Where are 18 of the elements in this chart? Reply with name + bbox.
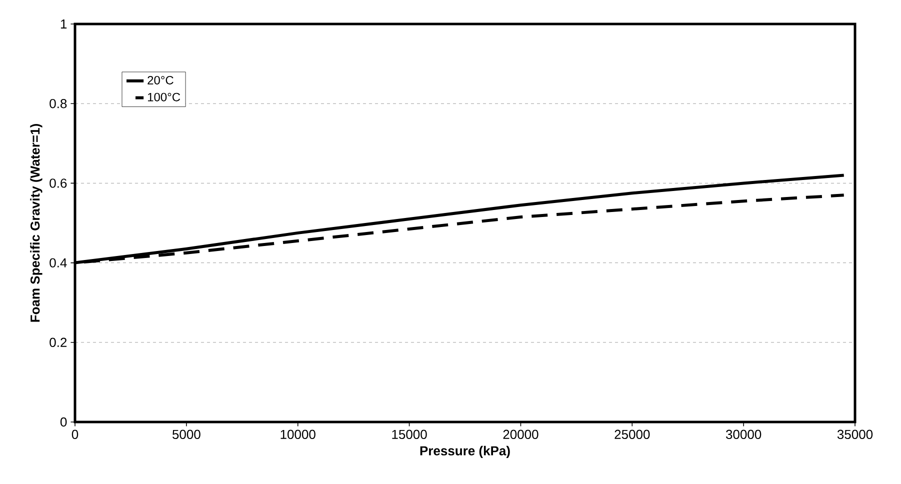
x-tick-label: 0 — [72, 430, 78, 440]
x-tick-label: 30000 — [726, 430, 762, 440]
legend-label: 100°C — [148, 92, 180, 102]
x-tick-label: 20000 — [503, 430, 538, 440]
x-tick-label: 15000 — [392, 430, 427, 440]
x-tick-label: 35000 — [837, 430, 873, 440]
y-tick-label: 0.2 — [50, 338, 67, 347]
y-tick-label: 0.6 — [50, 178, 67, 188]
y-tick-label: 0.4 — [50, 258, 67, 268]
y-tick-label: 0.8 — [50, 98, 67, 108]
x-axis-title: Pressure (kPa) — [420, 446, 510, 458]
legend-label: 20°C — [148, 76, 174, 84]
y-tick-label: 0 — [60, 417, 67, 427]
y-axis-title: Foam Specific Gravity (Water=1) — [30, 124, 42, 322]
y-tick-label: 1 — [60, 20, 67, 28]
x-tick-label: 10000 — [280, 430, 316, 440]
x-tick-label: 25000 — [614, 430, 650, 440]
x-tick-label: 5000 — [172, 430, 200, 440]
